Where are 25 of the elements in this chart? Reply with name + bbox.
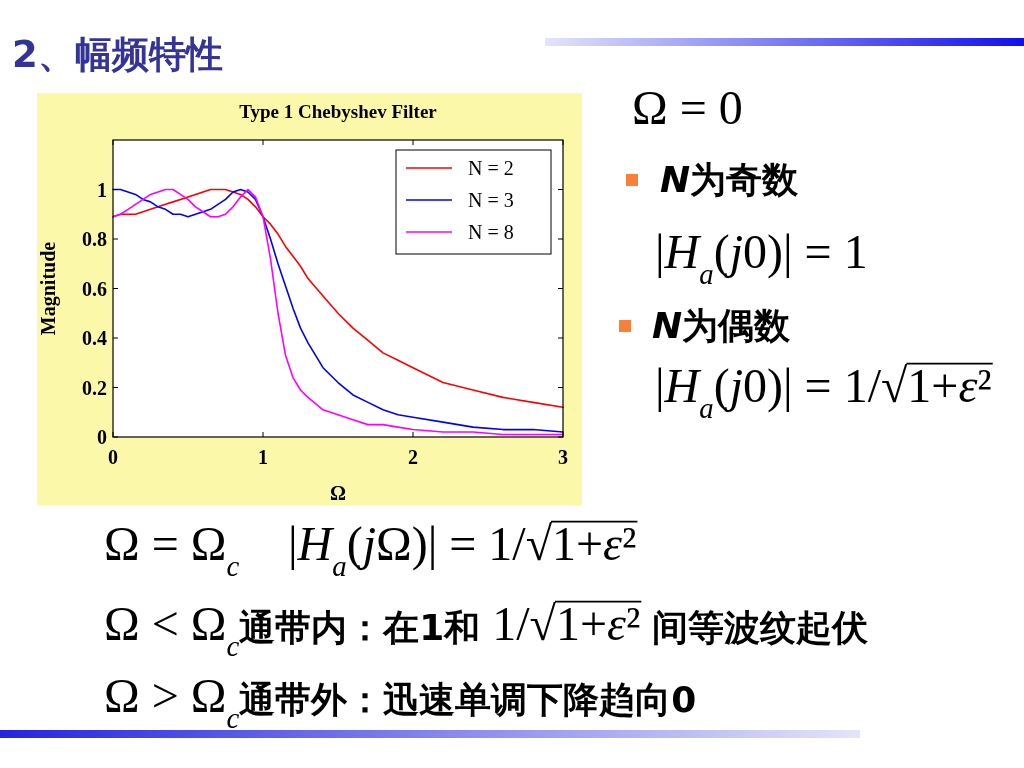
text: |H$_{a}$(jΩ)| = 1/√1+ε²	[288, 517, 637, 582]
x-axis-title: Ω	[329, 482, 347, 504]
y-tick-label: 0	[97, 426, 107, 448]
y-tick-label: 1	[97, 178, 107, 201]
y-axis-title: Magnitude	[37, 241, 60, 336]
text: Ω = 0	[632, 81, 743, 134]
text: N为偶数	[652, 305, 792, 346]
y-tick-label: 0.6	[82, 277, 107, 300]
legend-label: N = 2	[468, 157, 514, 179]
text: |H$_{a}$(j0)| = 1	[655, 225, 868, 290]
y-tick-label: 0.2	[82, 376, 107, 399]
chart-title: 2、幅频特性	[12, 33, 223, 76]
chart-subtitle: Type 1 Chebyshev Filter	[239, 101, 438, 122]
x-tick-label: 3	[558, 446, 568, 468]
text: Ω > Ω$_{c}$通带外：迅速单调下降趋向0	[104, 669, 697, 734]
text: Ω < Ω$_{c}$通带内：在1和 1/√1+ε² 间等波纹起伏	[104, 597, 870, 662]
y-tick-label: 0.8	[82, 228, 107, 250]
text: Ω = Ω$_{c}$	[104, 517, 240, 582]
legend-label: N = 8	[468, 221, 514, 243]
text: |H$_{a}$(j0)| = 1/√1+ε²	[655, 359, 992, 424]
text: N为奇数	[660, 159, 800, 200]
x-tick-label: 1	[258, 446, 268, 468]
y-tick-label: 0.4	[82, 327, 107, 349]
legend-label: N = 3	[468, 189, 514, 211]
x-tick-label: 2	[408, 446, 418, 468]
